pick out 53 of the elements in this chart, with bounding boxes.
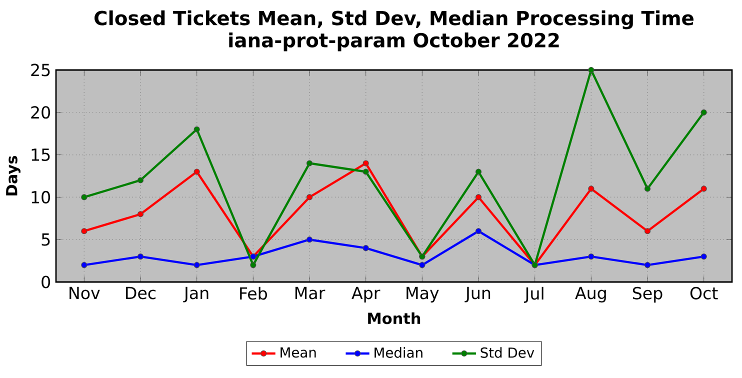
y-tick-label: 5 [42, 233, 50, 246]
x-axis-title: Month [368, 312, 420, 324]
x-tick-label: Jun [464, 286, 490, 302]
y-tick-label: 20 [31, 106, 50, 119]
point [362, 245, 369, 252]
x-tick-label: Mar [295, 286, 326, 300]
point [419, 262, 426, 268]
point [588, 186, 594, 192]
x-tick-label: Jul [524, 286, 544, 303]
x-tick-label: Jan [183, 286, 208, 302]
point [306, 236, 313, 243]
point [588, 254, 594, 260]
point [250, 262, 256, 268]
point [588, 66, 594, 74]
point [700, 254, 707, 260]
legend-label: Median [374, 347, 422, 358]
y-tick-label: 10 [32, 190, 50, 204]
point [81, 228, 88, 234]
x-tick-label: Nov [70, 286, 100, 300]
point [644, 262, 651, 268]
point [194, 126, 200, 132]
point [306, 194, 313, 200]
point [362, 160, 369, 166]
x-tick-label: Apr [352, 286, 380, 302]
point [194, 262, 200, 268]
x-tick-label: May [406, 286, 439, 302]
x-tick-label: Sep [632, 286, 662, 303]
y-tick-label: 15 [32, 148, 50, 161]
point [475, 194, 482, 200]
point [644, 186, 651, 192]
legend-label: Mean [280, 347, 316, 358]
point [137, 211, 144, 218]
chart-title: Closed Tickets Mean, Std Dev, Median Processing Time iana-prot-param October 2022 [94, 10, 694, 52]
x-tick-label: Feb [240, 286, 267, 300]
point [137, 177, 144, 184]
point [306, 160, 313, 166]
point [475, 168, 482, 175]
x-tick-label: Dec [126, 286, 156, 300]
y-axis-title: Days [6, 156, 20, 196]
point [362, 168, 369, 175]
point [644, 228, 651, 234]
point [137, 254, 144, 260]
point [475, 228, 482, 234]
x-tick-label: Oct [690, 286, 718, 300]
point [700, 186, 707, 192]
point [700, 109, 707, 116]
x-tick-label: Aug [575, 286, 606, 302]
point [81, 262, 88, 268]
point [81, 194, 88, 200]
y-tick-label: 25 [31, 64, 50, 76]
y-tick-label: 0 [42, 276, 50, 288]
point [194, 168, 200, 175]
legend-label: Std Dev [480, 347, 534, 358]
